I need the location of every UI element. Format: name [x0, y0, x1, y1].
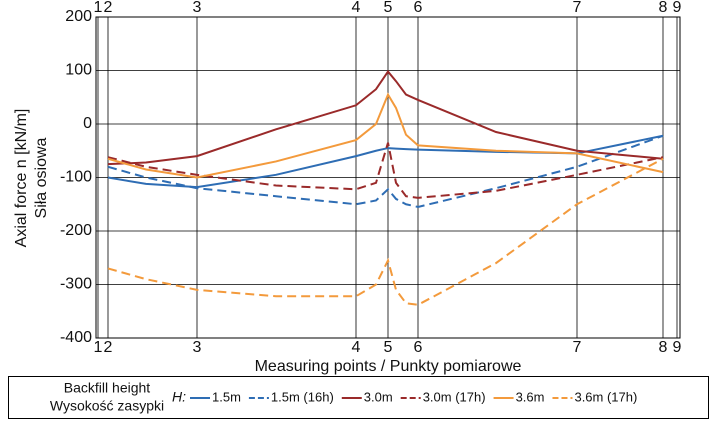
x-tick-label: 5: [384, 339, 393, 356]
legend-label: 3.0m (17h): [423, 389, 486, 404]
y-axis-label: Axial force n [kN/m]: [13, 109, 30, 248]
legend-title: Wysokość zasypki: [50, 398, 164, 414]
y-tick-label: 200: [65, 8, 92, 25]
y-tick-label: -400: [60, 329, 92, 346]
x-tick-label: 8: [659, 339, 668, 356]
x-tick-label: 6: [414, 339, 423, 356]
y-tick-label: -100: [60, 169, 92, 186]
legend-label: 3.6m (17h): [574, 389, 637, 404]
x-tick-label: 1: [94, 339, 103, 356]
x-tick-label: 7: [573, 339, 582, 356]
legend-label: 1.5m: [212, 389, 241, 404]
x-tick-label: 3: [193, 339, 202, 356]
x-tick-label: 4: [352, 0, 361, 16]
legend-label: 3.6m: [516, 389, 545, 404]
legend-label: 1.5m (16h): [271, 389, 334, 404]
series-line: [107, 69, 664, 166]
x-tick-label: 3: [193, 0, 202, 16]
x-tick-label: 1: [94, 0, 103, 16]
series-line: [107, 92, 664, 179]
x-tick-label: 6: [414, 0, 423, 16]
legend-label: 3.0m: [364, 389, 393, 404]
x-tick-label: 9: [673, 0, 682, 16]
x-axis-label: Measuring points / Punkty pomiarowe: [255, 358, 522, 375]
legend-title: Backfill height: [64, 380, 150, 396]
series-line: [107, 134, 664, 208]
plot-frame: [95, 16, 681, 339]
legend-box: [8, 376, 709, 419]
series-line: [107, 157, 664, 306]
y-axis-label-2: Siła osiowa: [33, 137, 50, 218]
x-tick-label: 5: [384, 0, 393, 16]
x-tick-label: 7: [573, 0, 582, 16]
x-tick-label: 8: [659, 0, 668, 16]
x-tick-label: 2: [104, 339, 113, 356]
y-tick-label: 100: [65, 62, 92, 79]
y-tick-label: -300: [60, 276, 92, 293]
x-tick-label: 2: [104, 0, 113, 16]
x-tick-label: 4: [352, 339, 361, 356]
series-line: [107, 142, 664, 199]
y-tick-label: 0: [83, 115, 92, 132]
legend-symbol: H:: [172, 389, 186, 405]
x-tick-label: 9: [673, 339, 682, 356]
series-line: [107, 134, 664, 189]
y-tick-label: -200: [60, 222, 92, 239]
